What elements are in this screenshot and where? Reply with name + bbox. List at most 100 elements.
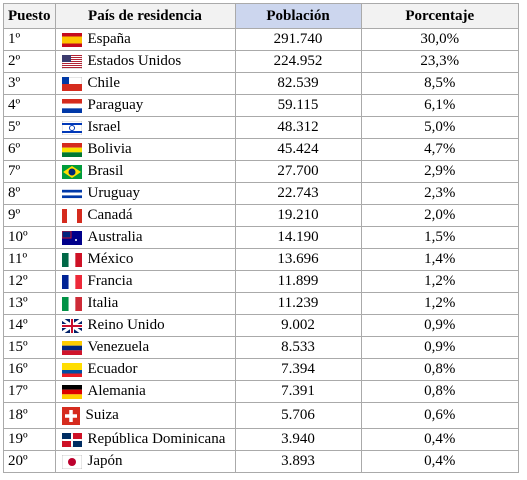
country-cell: Bolivia [54,138,236,161]
country-name: Japón [87,453,123,469]
rank-cell: 19º [3,428,56,451]
flag-icon [61,164,82,179]
population-cell: 14.190 [234,226,362,249]
population-cell: 9.002 [234,314,362,337]
percent-cell: 4,7% [360,138,519,161]
country-name: Venezuela [87,339,150,355]
percent-cell: 0,9% [360,336,519,359]
flag-icon [61,362,82,377]
country-cell: República Dominicana [54,428,236,451]
country-name: República Dominicana [87,431,226,447]
table-row: 18º Suiza 5.706 0,6% [3,402,519,429]
population-cell: 27.700 [234,160,362,183]
table-row: 16º Ecuador 7.394 0,8% [3,358,519,381]
percent-cell: 0,6% [360,402,519,429]
flag-icon [61,98,82,113]
table-row: 15º Venezuela 8.533 0,9% [3,336,519,359]
country-cell: Ecuador [54,358,236,381]
population-cell: 7.394 [234,358,362,381]
country-name: Paraguay [87,97,144,113]
flag-icon [61,252,82,267]
country-cell: Alemania [54,380,236,403]
country-name: Canadá [87,207,133,223]
flag-icon [61,120,82,135]
table-row: 6º Bolivia 45.424 4,7% [3,138,519,161]
table-row: 4º Paraguay 59.115 6,1% [3,94,519,117]
rank-cell: 13º [3,292,56,315]
percent-cell: 8,5% [360,72,519,95]
country-name: Suiza [85,407,119,423]
population-cell: 82.539 [234,72,362,95]
header-cell: Puesto [3,3,56,29]
flag-icon [61,432,82,447]
flag-icon [61,406,80,425]
population-cell: 59.115 [234,94,362,117]
header-cell: Porcentaje [360,3,519,29]
population-cell: 3.940 [234,428,362,451]
percent-cell: 2,0% [360,204,519,227]
flag-icon [61,296,82,311]
rank-cell: 4º [3,94,56,117]
flag-icon [61,142,82,157]
country-name: Australia [87,229,143,245]
population-cell: 11.899 [234,270,362,293]
population-cell: 5.706 [234,402,362,429]
rank-cell: 10º [3,226,56,249]
rank-cell: 20º [3,450,56,473]
rank-cell: 3º [3,72,56,95]
table-row: 5º Israel 48.312 5,0% [3,116,519,139]
flag-icon [61,186,82,201]
population-table: Puesto País de residencia Población Porc… [3,3,519,473]
table-row: 3º Chile 82.539 8,5% [3,72,519,95]
country-cell: Israel [54,116,236,139]
country-cell: Francia [54,270,236,293]
country-name: España [87,31,131,47]
country-name: Chile [87,75,121,91]
country-name: Ecuador [87,361,138,377]
country-cell: Venezuela [54,336,236,359]
table-row: 11º México 13.696 1,4% [3,248,519,271]
country-cell: Paraguay [54,94,236,117]
flag-icon [60,317,83,334]
percent-cell: 1,2% [360,270,519,293]
header-cell: Población [234,3,362,29]
country-cell: Italia [54,292,236,315]
table-row: 17º Alemania 7.391 0,8% [3,380,519,403]
table-row: 12º Francia 11.899 1,2% [3,270,519,293]
country-cell: Japón [54,450,236,473]
flag-icon [61,384,82,399]
population-cell: 291.740 [234,28,362,51]
rank-cell: 1º [3,28,56,51]
flag-icon [61,32,82,47]
rank-cell: 18º [3,402,56,429]
country-name: Reino Unido [87,317,165,333]
country-name: Italia [87,295,119,311]
population-cell: 7.391 [234,380,362,403]
percent-cell: 0,8% [360,380,519,403]
flag-icon [61,208,82,223]
table-row: 20º Japón 3.893 0,4% [3,450,519,473]
table-row: 1º España 291.740 30,0% [3,28,519,51]
rank-cell: 7º [3,160,56,183]
country-name: Israel [87,119,121,135]
percent-cell: 0,4% [360,428,519,451]
table-row: 19º República Dominicana 3.940 0,4% [3,428,519,451]
country-cell: Uruguay [54,182,236,205]
table-row: 9º Canadá 19.210 2,0% [3,204,519,227]
table-row: 10º Australia 14.190 1,5% [3,226,519,249]
percent-cell: 30,0% [360,28,519,51]
rank-cell: 16º [3,358,56,381]
country-name: Francia [87,273,133,289]
country-cell: Reino Unido [54,314,236,337]
country-name: Uruguay [87,185,141,201]
percent-cell: 1,2% [360,292,519,315]
country-name: Bolivia [87,141,132,157]
population-cell: 8.533 [234,336,362,359]
country-cell: Suiza [54,402,236,429]
country-name: Brasil [87,163,124,179]
country-cell: Brasil [54,160,236,183]
table-body: 1º España 291.740 30,0% 2º Estados Unidos 224.… [3,28,519,473]
country-name: México [87,251,134,267]
percent-cell: 2,3% [360,182,519,205]
